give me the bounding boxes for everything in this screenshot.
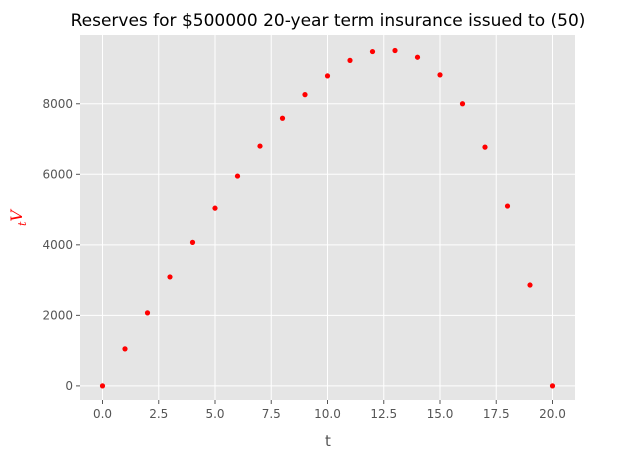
- x-tick-label: 2.5: [149, 407, 168, 421]
- x-tick-label: 0.0: [93, 407, 112, 421]
- data-point: [549, 383, 556, 389]
- data-point: [212, 205, 218, 211]
- data-point: [459, 101, 466, 107]
- y-tick-label: 4000: [42, 238, 73, 252]
- x-tick-label: 15.0: [427, 407, 454, 421]
- axis-ticks: 0.0 2.5 5.0 7.5 10.0 12.5 15.0 17.5 20.0 0 2000 400…: [42, 97, 565, 421]
- data-point: [347, 57, 353, 63]
- data-point: [99, 383, 106, 389]
- x-tick-label: 7.5: [262, 407, 281, 421]
- x-tick-label: 17.5: [483, 407, 510, 421]
- y-tick-label: 6000: [42, 167, 73, 181]
- data-point: [414, 54, 421, 60]
- data-point: [302, 91, 308, 98]
- data-point: [369, 48, 376, 55]
- data-point: [392, 47, 398, 54]
- grid-lines: [80, 35, 575, 400]
- data-point: [167, 274, 173, 280]
- chart-title: Reserves for $500000 20-year term insura…: [71, 11, 586, 31]
- data-point: [527, 282, 533, 288]
- x-tick-label: 5.0: [205, 407, 224, 421]
- x-axis-label: t: [325, 432, 331, 450]
- data-point: [234, 173, 241, 179]
- data-point: [279, 115, 286, 121]
- y-axis-label: tV: [7, 209, 29, 226]
- data-point: [482, 144, 488, 150]
- data-point: [437, 72, 443, 78]
- x-tick-label: 10.0: [314, 407, 341, 421]
- y-tick-label: 2000: [42, 308, 73, 322]
- data-point: [189, 239, 196, 245]
- data-points: [99, 47, 556, 389]
- data-point: [122, 346, 128, 352]
- y-axis-label-main: V: [7, 209, 26, 222]
- data-point: [144, 310, 151, 316]
- data-point: [504, 203, 511, 209]
- x-tick-label: 12.5: [370, 407, 397, 421]
- data-point: [257, 143, 263, 149]
- data-point: [324, 73, 331, 79]
- y-axis-label-subscript: t: [16, 221, 29, 226]
- y-tick-label: 0: [65, 379, 73, 393]
- x-tick-label: 20.0: [539, 407, 566, 421]
- y-tick-label: 8000: [42, 97, 73, 111]
